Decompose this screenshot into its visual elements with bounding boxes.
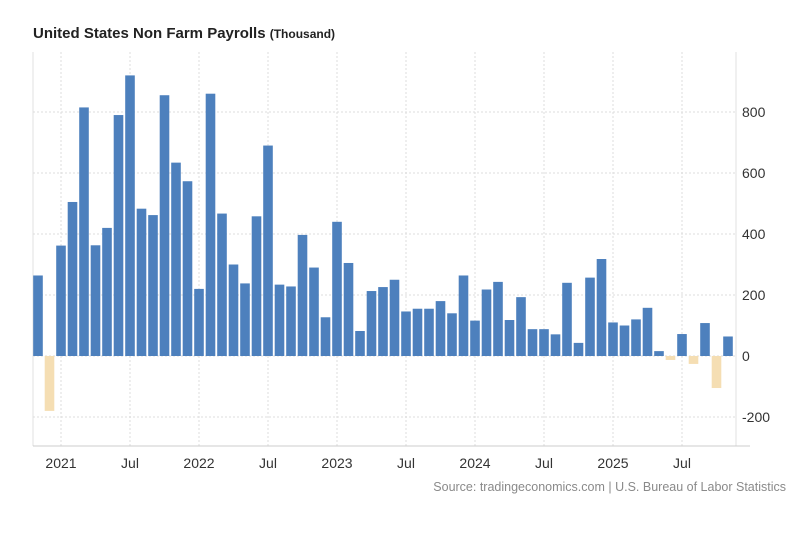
bar-2021-09 — [148, 215, 158, 356]
x-tick-label: 2024 — [459, 455, 490, 471]
bar-2023-09 — [424, 308, 434, 356]
bar-2022-02 — [205, 93, 216, 356]
bar-2024-11 — [585, 277, 595, 356]
bar-2024-09 — [562, 282, 572, 356]
x-tick-label: Jul — [397, 455, 415, 471]
bar-2021-08 — [136, 208, 147, 356]
bar-2023-06 — [389, 279, 400, 356]
source-note: Source: tradingeconomics.com | U.S. Bure… — [433, 480, 786, 494]
bar-2022-08 — [274, 284, 285, 356]
bar-2023-10 — [435, 301, 446, 356]
bar-2020-11 — [33, 275, 43, 356]
bar-2020-12 — [44, 356, 55, 411]
bar-2021-02 — [67, 201, 78, 356]
bar-2024-03 — [493, 281, 503, 356]
y-tick-label: 0 — [742, 348, 750, 364]
y-tick-label: 800 — [742, 104, 766, 120]
bar-2022-03 — [217, 213, 227, 356]
chart-title: United States Non Farm Payrolls (Thousan… — [33, 25, 335, 42]
bar-2022-04 — [228, 264, 239, 356]
bar-2025-02 — [619, 325, 630, 356]
bar-2021-11 — [171, 162, 181, 356]
bar-2023-11 — [447, 313, 457, 356]
bar-2025-01 — [608, 322, 618, 356]
bar-2022-01 — [194, 288, 204, 356]
bar-2024-04 — [504, 320, 515, 356]
y-tick-label: 200 — [742, 287, 766, 303]
bar-2024-10 — [573, 342, 584, 356]
bar-2021-07 — [125, 75, 135, 357]
x-tick-label: Jul — [673, 455, 691, 471]
bar-2025-05 — [654, 351, 664, 356]
bar-2023-08 — [412, 308, 423, 356]
bar-2021-10 — [159, 95, 170, 356]
bar-2023-04 — [366, 291, 377, 356]
bar-2023-03 — [355, 330, 365, 356]
x-tick-label: Jul — [121, 455, 139, 471]
bar-2025-04 — [642, 307, 653, 356]
bar-2022-06 — [251, 216, 262, 356]
bar-2022-12 — [320, 317, 331, 356]
bar-2024-05 — [516, 297, 526, 356]
bar-2025-10 — [711, 356, 722, 389]
bar-2024-07 — [539, 329, 549, 356]
bar-2025-09 — [700, 323, 710, 356]
bar-2025-11 — [723, 336, 733, 356]
x-tick-label: 2025 — [597, 455, 628, 471]
bar-2022-11 — [309, 267, 319, 356]
y-tick-label: -200 — [742, 409, 770, 425]
bar-2023-07 — [401, 311, 411, 356]
bar-2025-08 — [688, 356, 699, 364]
bar-2022-05 — [240, 283, 250, 356]
bar-2024-06 — [527, 329, 538, 356]
bar-2021-05 — [102, 227, 112, 356]
bar-2021-06 — [113, 115, 124, 356]
y-tick-label: 400 — [742, 226, 766, 242]
title-text: United States Non Farm Payrolls — [33, 25, 266, 42]
x-tick-label: 2021 — [45, 455, 76, 471]
bar-2025-06 — [665, 356, 676, 360]
bar-2021-01 — [56, 245, 66, 356]
bar-2024-08 — [550, 334, 561, 356]
bar-2021-04 — [90, 245, 101, 356]
bar-2022-07 — [263, 145, 273, 356]
title-unit: (Thousand) — [269, 27, 336, 41]
x-tick-label: Jul — [535, 455, 553, 471]
bar-2023-05 — [378, 287, 388, 356]
bar-2024-02 — [481, 289, 492, 356]
bar-2025-07 — [677, 334, 687, 356]
x-tick-label: 2023 — [321, 455, 352, 471]
bar-2022-10 — [297, 234, 308, 356]
bar-2023-01 — [332, 221, 342, 356]
bar-2022-09 — [286, 286, 296, 356]
bar-2024-01 — [470, 320, 480, 356]
bar-2023-02 — [343, 262, 354, 356]
bar-2023-12 — [458, 275, 469, 356]
x-tick-label: 2022 — [183, 455, 214, 471]
bar-2021-03 — [79, 107, 89, 356]
bar-2024-12 — [596, 259, 607, 356]
bar-2025-03 — [631, 319, 641, 356]
bar-2021-12 — [182, 181, 193, 356]
x-tick-label: Jul — [259, 455, 277, 471]
y-tick-label: 600 — [742, 165, 766, 181]
